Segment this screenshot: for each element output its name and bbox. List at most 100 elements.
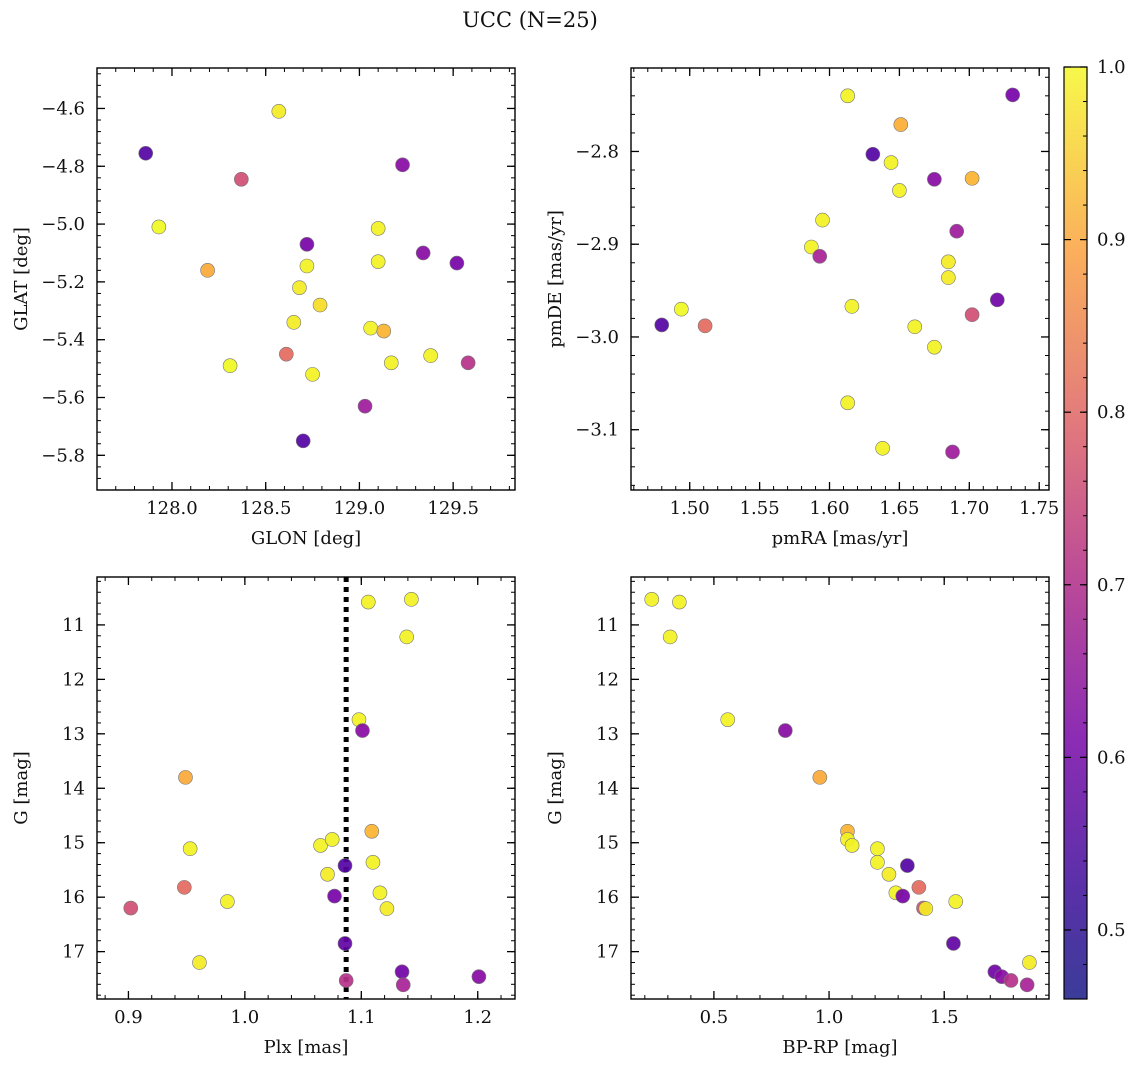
data-point: [875, 440, 890, 456]
data-point: [900, 858, 915, 873]
data-point: [355, 723, 370, 738]
y-tick-label: 17: [62, 942, 85, 963]
data-point: [941, 254, 956, 270]
y-tick-label: 11: [596, 615, 619, 636]
data-point: [672, 594, 687, 610]
data-point: [337, 858, 353, 873]
y-tick-label: 12: [596, 669, 619, 690]
data-point: [844, 299, 860, 314]
y-axis-label: G [mag]: [11, 751, 32, 824]
y-tick-label: 15: [596, 833, 619, 854]
x-tick-label: 1.60: [809, 498, 849, 519]
data-point: [989, 292, 1005, 308]
data-point: [949, 223, 965, 239]
colorbar-tick-label: 0.9: [1097, 230, 1126, 251]
data-point: [299, 258, 315, 274]
x-tick-label: 1.1: [347, 1007, 376, 1028]
x-tick-label: 1.5: [930, 1007, 959, 1028]
data-point: [399, 629, 415, 645]
data-point: [178, 770, 193, 785]
data-point: [918, 901, 934, 916]
x-tick-label: 1.75: [1019, 498, 1059, 519]
data-point: [804, 239, 819, 255]
x-tick-label: 128.0: [146, 498, 198, 519]
y-tick-label: 14: [62, 778, 85, 799]
data-point: [840, 88, 855, 104]
data-point: [360, 594, 376, 610]
y-tick-label: −5.2: [41, 272, 85, 293]
data-point: [927, 339, 942, 355]
data-point: [299, 237, 315, 252]
panel-plx-g: 0.9 1.0 1.1 1.2 11 12 13 14 15 16 17 Plx [mas] G [ma…: [11, 576, 516, 1058]
x-tick-label: 0.5: [700, 1007, 729, 1028]
plot-frame: [96, 67, 516, 491]
y-tick-label: 16: [596, 887, 619, 908]
data-point: [881, 867, 897, 882]
data-point: [383, 355, 399, 371]
y-tick-label: −4.8: [41, 156, 85, 177]
x-axis-label: BP-RP [mag]: [782, 1037, 897, 1058]
data-point: [674, 301, 689, 317]
y-tick-label: −5.0: [41, 214, 85, 235]
data-point: [292, 280, 307, 295]
data-point: [654, 317, 670, 333]
data-point: [379, 901, 395, 916]
x-tick-label: 1.0: [231, 1007, 260, 1028]
data-point: [945, 444, 960, 460]
y-tick-label: −5.6: [41, 388, 85, 409]
y-tick-label: −4.6: [41, 98, 85, 119]
data-point: [370, 221, 386, 236]
data-point: [138, 145, 154, 161]
data-point: [460, 355, 476, 371]
data-point: [927, 171, 942, 187]
data-point: [840, 395, 855, 411]
colorbar-tick-label: 0.6: [1097, 747, 1126, 768]
data-point: [372, 885, 388, 901]
data-point: [423, 348, 438, 363]
data-point: [892, 183, 907, 198]
y-axis-label: G [mag]: [545, 751, 566, 824]
data-point: [844, 838, 860, 853]
data-point: [870, 841, 885, 857]
data-point: [720, 712, 736, 727]
data-point: [812, 248, 828, 264]
data-point: [895, 888, 911, 904]
data-point: [907, 319, 923, 335]
panel-pmra-pmde: 1.50 1.55 1.60 1.65 1.70 1.75 −2.8 −2.9 −3.0 −3.1…: [545, 67, 1059, 549]
data-point: [893, 117, 909, 132]
colorbar-tick-label: 0.5: [1097, 920, 1126, 941]
data-point: [1005, 87, 1020, 103]
x-tick-label: 1.0: [815, 1007, 844, 1028]
data-point: [1022, 955, 1037, 970]
data-point: [948, 894, 964, 909]
data-point: [220, 894, 235, 909]
data-point: [946, 936, 961, 951]
x-axis-label: GLON [deg]: [251, 528, 361, 549]
x-tick-label: 1.65: [879, 498, 919, 519]
data-point: [812, 770, 828, 785]
plot-frame: [96, 576, 516, 1000]
x-tick-label: 128.5: [240, 498, 292, 519]
figure-title: UCC (N=25): [462, 8, 598, 32]
x-axis-label: pmRA [mas/yr]: [772, 528, 909, 549]
data-point: [337, 936, 353, 951]
y-tick-label: −2.8: [575, 141, 619, 162]
data-point: [192, 955, 207, 970]
x-tick-label: 1.70: [949, 498, 989, 519]
data-point: [151, 219, 167, 235]
colorbar: 0.5 0.6 0.7 0.8 0.9 1.0: [1063, 57, 1126, 1000]
data-point: [394, 964, 410, 980]
data-point: [370, 254, 386, 269]
data-point: [662, 629, 678, 645]
x-axis-label: Plx [mas]: [264, 1037, 349, 1058]
colorbar-tick-label: 0.8: [1097, 402, 1126, 423]
data-point: [941, 270, 956, 285]
x-tick-label: 1.50: [670, 498, 710, 519]
panel-bprp-g: 0.5 1.0 1.5 11 12 13 14 15 16 17 BP-RP [mag] G [mag…: [545, 576, 1050, 1058]
data-point: [964, 171, 980, 186]
colorbar-tick-label: 0.7: [1097, 575, 1126, 596]
data-point: [313, 838, 328, 853]
data-point: [697, 318, 713, 334]
data-point: [395, 157, 410, 173]
data-point: [324, 832, 340, 847]
